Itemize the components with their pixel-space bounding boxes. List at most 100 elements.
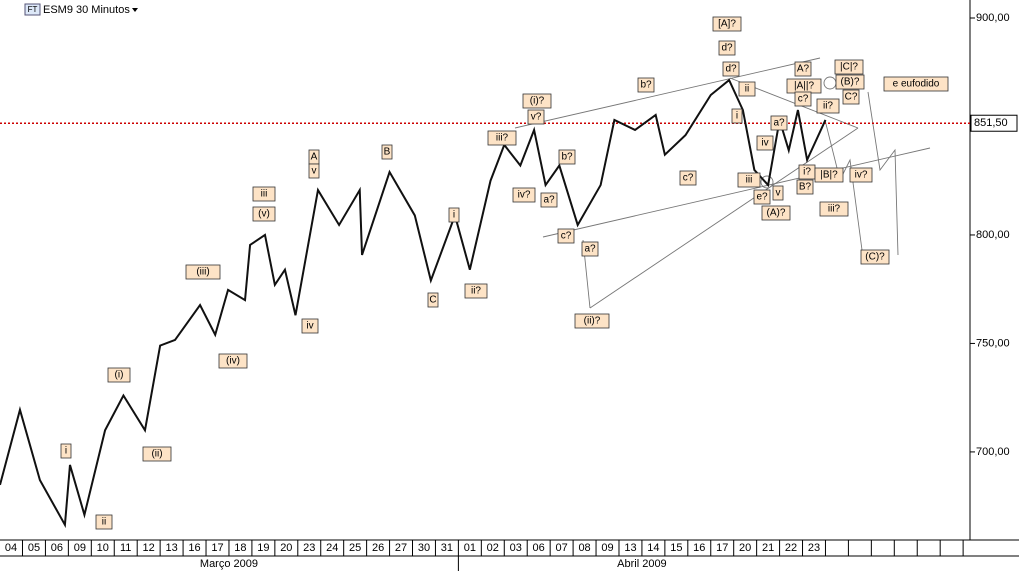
x-tick-label: 26	[372, 542, 384, 554]
wave-label-text: (i)?	[530, 96, 545, 107]
badge: FT	[28, 5, 38, 14]
wave-label-box	[512, 187, 536, 203]
wave-label-text: c?	[683, 173, 694, 184]
month-label: Abril 2009	[617, 558, 667, 570]
wave-label-box	[522, 93, 552, 109]
wave-label-text: (iv)	[226, 356, 240, 367]
x-tick-label: 09	[74, 542, 86, 554]
wave-label-box	[487, 130, 517, 146]
wave-label: d?	[722, 61, 740, 77]
wave-label: A	[308, 149, 320, 165]
wave-label-box	[448, 207, 460, 223]
x-tick-label: 08	[578, 542, 590, 554]
wave-label-text: iv?	[855, 170, 868, 181]
wave-label: v	[772, 185, 784, 201]
x-tick-label: 24	[326, 542, 338, 554]
dropdown-arrow[interactable]	[132, 8, 138, 12]
wave-label: e?	[753, 189, 771, 205]
x-tick-label: 10	[97, 542, 109, 554]
wave-label-text: iv	[761, 138, 768, 149]
wave-label-text: B?	[799, 182, 812, 193]
wave-label: v	[308, 163, 320, 179]
wave-label-box	[142, 446, 172, 462]
wave-label-text: (ii)?	[584, 316, 601, 327]
wave-label: i	[60, 443, 72, 459]
wave-label: iv	[301, 318, 319, 334]
wave-label: [A]?	[712, 16, 742, 32]
wave-label-text: |A||?	[794, 81, 814, 92]
wave-label-box	[794, 61, 812, 77]
x-tick-label: 12	[143, 542, 155, 554]
x-tick-label: 17	[716, 542, 728, 554]
wave-label: (iii)	[185, 264, 221, 280]
wave-label: i?	[798, 164, 816, 180]
wave-label: c?	[557, 228, 575, 244]
x-tick-label: 18	[234, 542, 246, 554]
wave-label-text: i?	[803, 167, 811, 178]
x-tick-label: 14	[647, 542, 659, 554]
x-tick-label: 04	[5, 542, 17, 554]
wave-label-box	[712, 16, 742, 32]
x-tick-label: 30	[418, 542, 430, 554]
wave-label-box	[834, 59, 864, 75]
wave-label-text: b?	[640, 80, 652, 91]
wave-label: c?	[794, 91, 812, 107]
x-tick-label: 21	[762, 542, 774, 554]
wave-label: v?	[527, 109, 545, 125]
wave-label-text: b?	[561, 152, 573, 163]
wave-label: (iv)	[218, 353, 248, 369]
wave-label: iii?	[819, 201, 849, 217]
y-tick-label: 800,00	[976, 229, 1010, 241]
wave-label-text: e?	[756, 192, 768, 203]
wave-label-text: v	[312, 166, 317, 177]
wave-label-text: A	[311, 152, 318, 163]
wave-label-box	[218, 353, 248, 369]
wave-label: iv?	[512, 187, 536, 203]
wave-label-box	[756, 135, 774, 151]
x-tick-label: 17	[211, 542, 223, 554]
month-label: Março 2009	[200, 558, 258, 570]
wave-label-box	[637, 77, 655, 93]
wave-label-text: iii	[261, 189, 268, 200]
wave-label: a?	[540, 192, 558, 208]
wave-label-text: iii?	[496, 133, 509, 144]
wave-label-text: iv?	[518, 190, 531, 201]
wave-label-text: A?	[797, 64, 810, 75]
wave-label-text: (B)?	[841, 77, 860, 88]
wave-label-text: c?	[561, 231, 572, 242]
wave-label: (C)?	[860, 249, 890, 265]
price-label: 851,50	[974, 117, 1008, 129]
wave-label-box	[464, 283, 488, 299]
wave-label-box	[753, 189, 771, 205]
wave-label-box	[557, 228, 575, 244]
wave-label-text: iii?	[828, 204, 841, 215]
wave-label-text: a?	[773, 118, 785, 129]
wave-label-text: ii?	[823, 101, 833, 112]
x-tick-label: 13	[624, 542, 636, 554]
wave-label-box	[835, 74, 865, 90]
wave-label-text: a?	[543, 195, 555, 206]
wave-label: b?	[637, 77, 655, 93]
wave-label: i	[731, 108, 743, 124]
wave-label-text: ii	[745, 84, 749, 95]
wave-label-text: C?	[845, 92, 858, 103]
wave-label: (i)	[107, 367, 131, 383]
wave-label-box	[772, 185, 784, 201]
wave-label: ii	[738, 81, 756, 97]
wave-label-box	[722, 61, 740, 77]
wave-label: (v)	[252, 206, 276, 222]
wave-label: d?	[718, 40, 736, 56]
x-tick-label: 20	[739, 542, 751, 554]
wave-label-box	[60, 443, 72, 459]
x-tick-label: 19	[257, 542, 269, 554]
wave-label-box	[558, 149, 576, 165]
wave-label: B?	[796, 179, 814, 195]
wave-label: |B|?	[814, 167, 844, 183]
wave-label-text: (A)?	[767, 208, 786, 219]
x-tick-label: 16	[693, 542, 705, 554]
wave-label-box	[252, 206, 276, 222]
wave-label-box	[738, 81, 756, 97]
price-label-box	[970, 114, 1018, 132]
wave-label-box	[252, 186, 276, 202]
